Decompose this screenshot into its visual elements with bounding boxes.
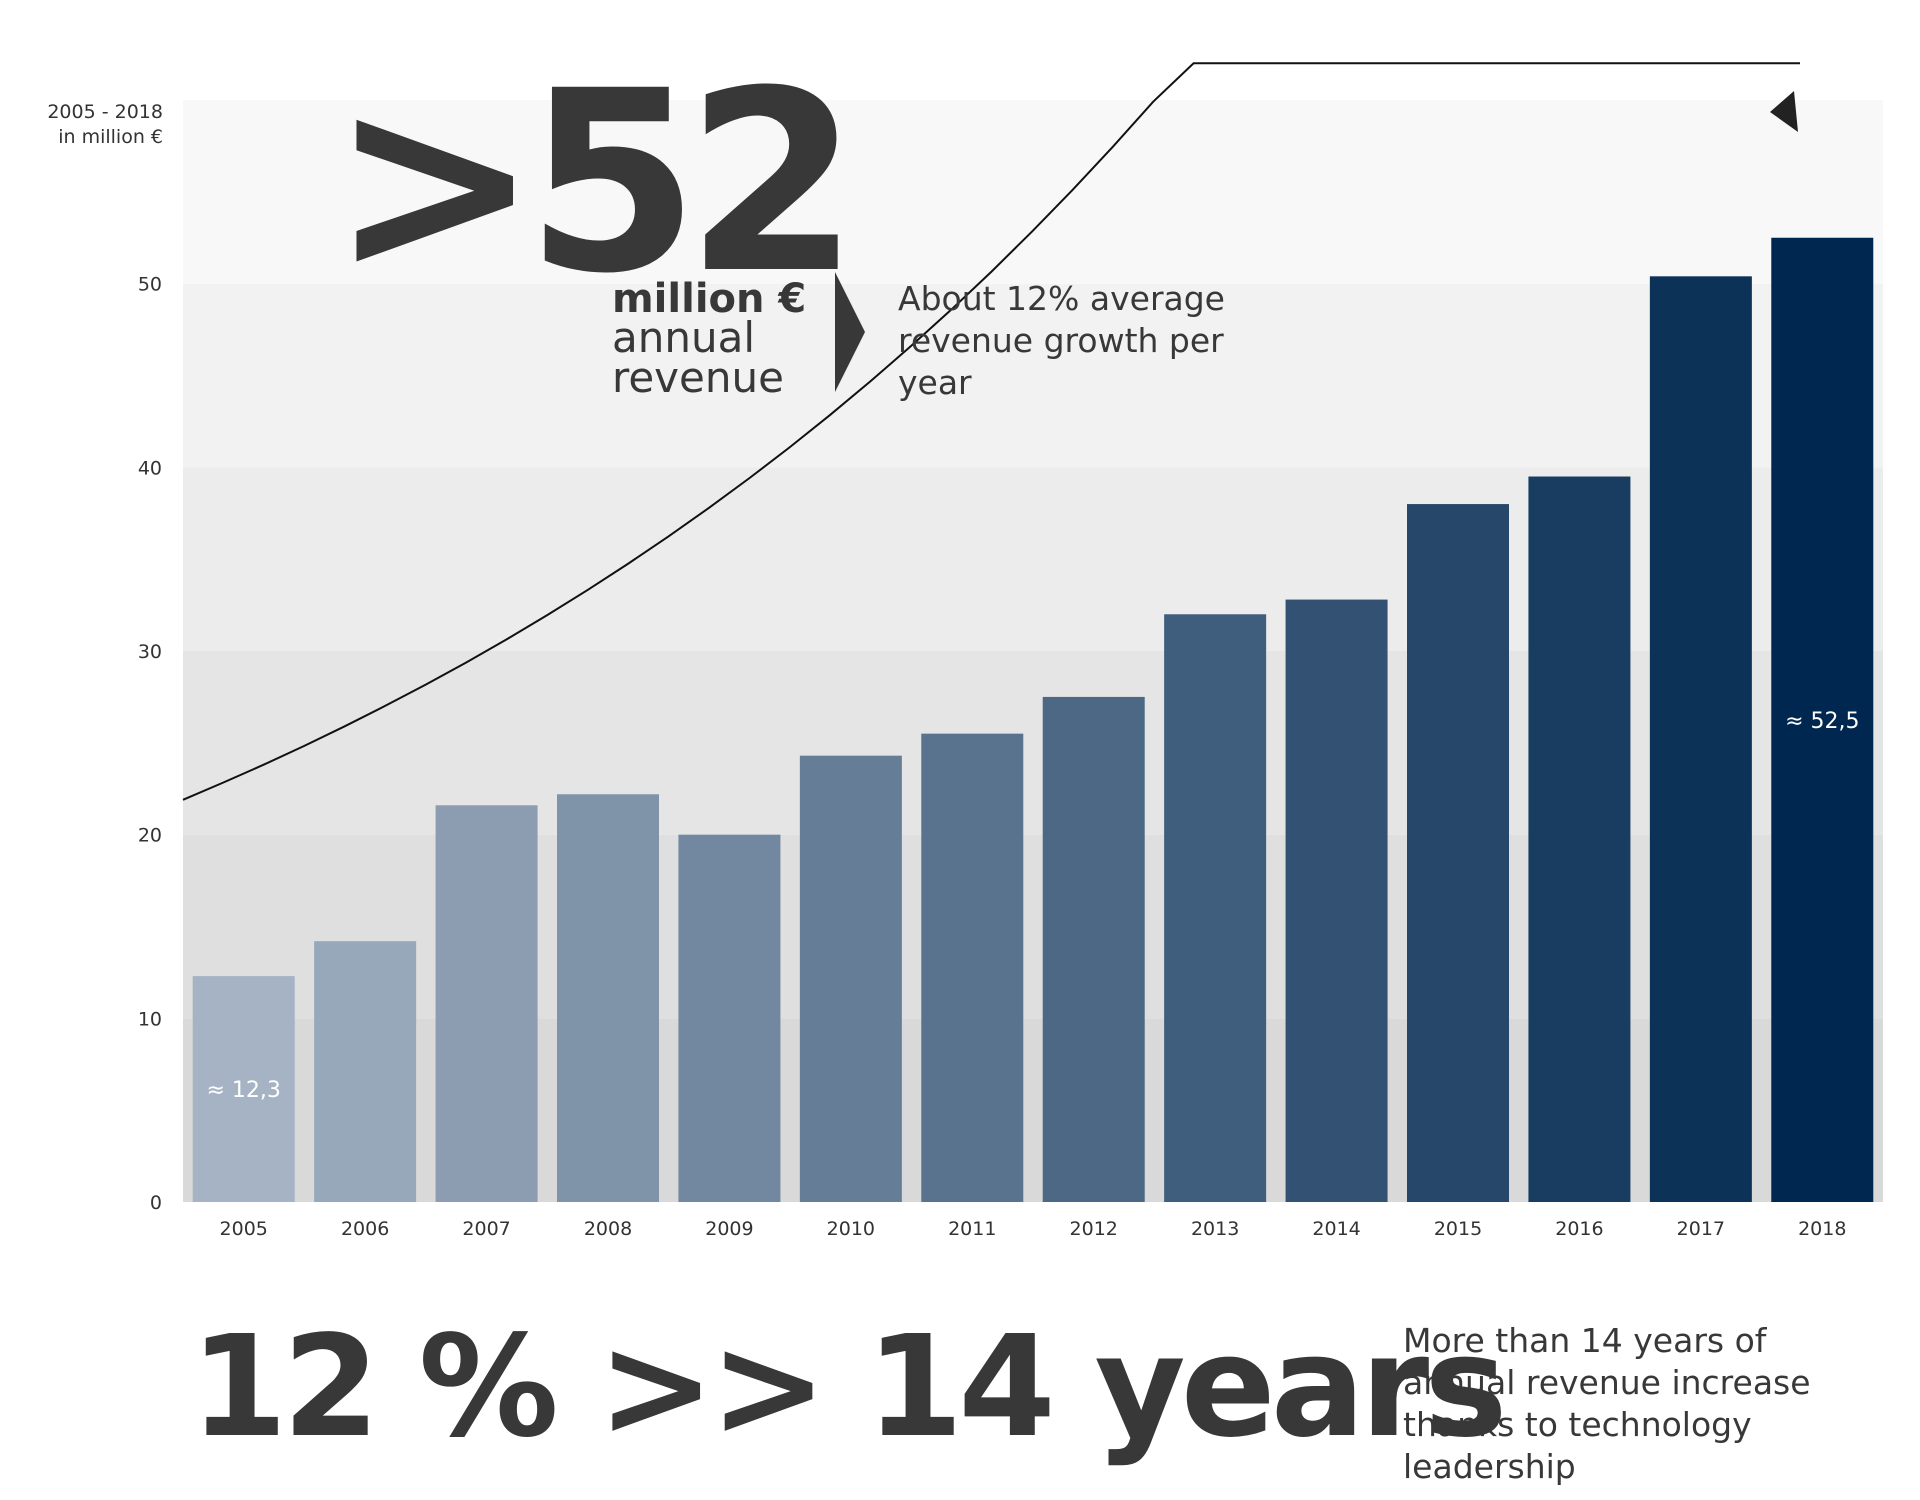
bottom-headline: 12 % >> 14 years xyxy=(190,1306,1508,1469)
bar-2010 xyxy=(799,755,902,1202)
bar-2014 xyxy=(1285,599,1388,1202)
x-tick-label: 2017 xyxy=(1677,1218,1725,1240)
y-tick-label: 40 xyxy=(138,457,162,479)
bar-2005 xyxy=(192,976,295,1202)
bar-2018 xyxy=(1771,237,1874,1202)
bar-2013 xyxy=(1164,614,1267,1202)
bar-2015 xyxy=(1407,504,1509,1203)
bar-2007 xyxy=(435,805,538,1202)
y-tick-label: 10 xyxy=(138,1008,162,1030)
y-tick-label: 30 xyxy=(138,641,162,663)
x-tick-label: 2014 xyxy=(1312,1218,1360,1240)
bar-2016 xyxy=(1528,476,1631,1202)
headline-big-number: >52 xyxy=(330,37,859,328)
x-tick-label: 2009 xyxy=(705,1218,753,1240)
trend-arrow xyxy=(182,62,1800,801)
y-tick-label: 50 xyxy=(138,274,162,296)
x-tick-label: 2016 xyxy=(1555,1218,1603,1240)
x-tick-label: 2012 xyxy=(1070,1218,1118,1240)
chart-bars xyxy=(192,237,1874,1203)
bar-2017 xyxy=(1649,276,1752,1202)
x-axis-ticks: 2005 2006 2007 2008 2009 2010 2011 2012 2013 2014… xyxy=(220,1218,1847,1240)
y-axis-unit-line-2: in million € xyxy=(58,126,163,148)
background-band xyxy=(183,100,1883,284)
trend-arrowhead-icon xyxy=(1770,91,1798,132)
y-axis-ticks: 0 10 20 30 40 50 xyxy=(138,274,162,1214)
bar-2011 xyxy=(921,733,1024,1202)
bar-2006 xyxy=(314,941,417,1202)
bottom-text: More than 14 years of annual revenue inc… xyxy=(1403,1321,1811,1486)
growth-note: About 12% average revenue growth per yea… xyxy=(898,279,1225,402)
y-axis-unit-label: 2005 - 2018 in million € xyxy=(20,100,163,150)
y-tick-label: 20 xyxy=(138,825,162,847)
background-band xyxy=(183,283,1883,468)
x-tick-label: 2010 xyxy=(827,1218,875,1240)
x-tick-label: 2008 xyxy=(584,1218,632,1240)
headline-label: annual revenue xyxy=(612,313,784,402)
y-axis-unit-line-1: 2005 - 2018 xyxy=(47,101,163,123)
x-tick-label: 2015 xyxy=(1434,1218,1482,1240)
trend-curve xyxy=(182,62,1800,801)
data-label: ≈ 12,3 xyxy=(207,1078,281,1103)
y-tick-label: 0 xyxy=(150,1192,162,1214)
data-labels: ≈ 12,3 ≈ 52,5 xyxy=(207,709,1860,1103)
x-tick-label: 2006 xyxy=(341,1218,389,1240)
headline-unit: million € xyxy=(612,276,807,322)
bar-2009 xyxy=(678,834,781,1202)
x-tick-label: 2005 xyxy=(220,1218,268,1240)
bar-2008 xyxy=(557,794,659,1202)
x-tick-label: 2011 xyxy=(948,1218,996,1240)
triangle-arrow-icon xyxy=(835,272,865,392)
x-tick-label: 2007 xyxy=(462,1218,510,1240)
data-label: ≈ 52,5 xyxy=(1785,709,1859,734)
x-tick-label: 2018 xyxy=(1798,1218,1846,1240)
x-tick-label: 2013 xyxy=(1191,1218,1239,1240)
bar-2012 xyxy=(1042,696,1145,1202)
